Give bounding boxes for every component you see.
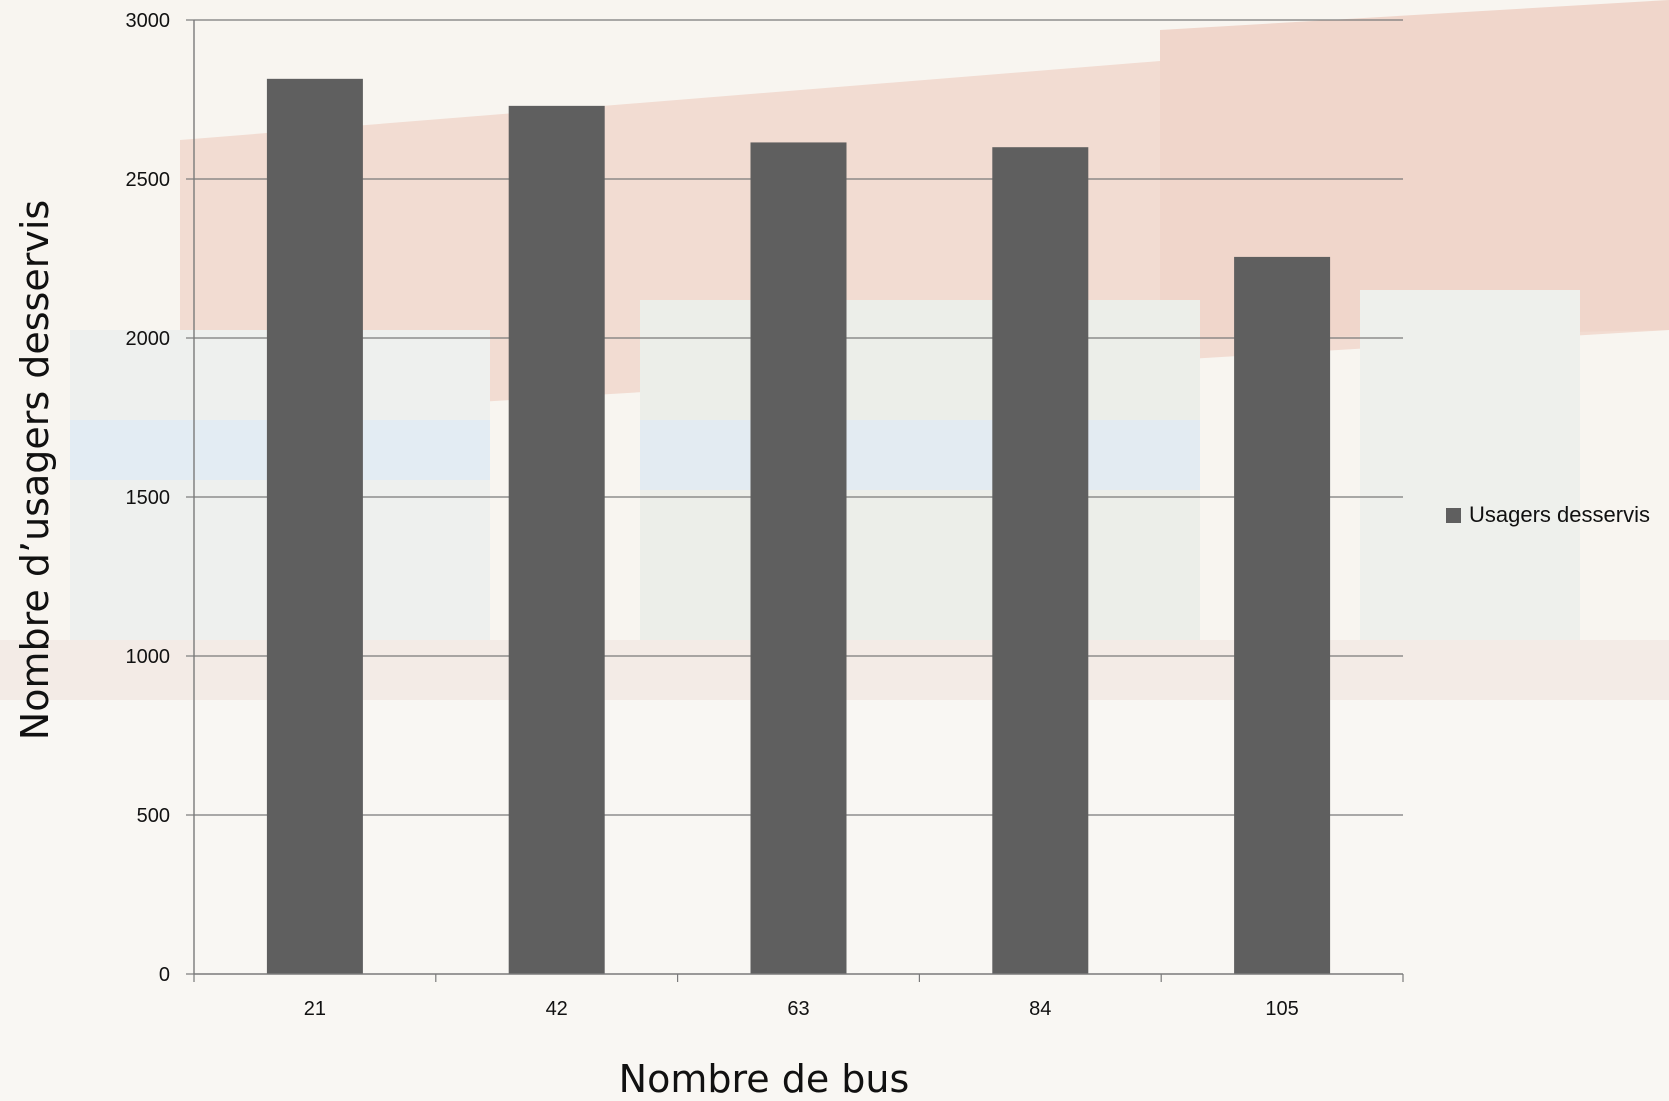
bar (1234, 256, 1331, 974)
x-tick-label: 84 (1029, 998, 1051, 1020)
y-tick-label: 0 (159, 964, 170, 986)
axes (186, 19, 1404, 982)
bars (266, 78, 1331, 975)
legend-label: Usagers desservis (1469, 502, 1650, 527)
y-tick-label: 1500 (126, 487, 171, 509)
x-tick-label: 63 (787, 998, 809, 1020)
bar (992, 147, 1089, 974)
bar (750, 142, 847, 974)
x-tick-label: 42 (546, 998, 568, 1020)
x-axis-title: Nombre de bus (619, 1057, 910, 1101)
y-tick-label: 500 (137, 805, 170, 827)
y-tick-label: 2000 (126, 328, 171, 350)
legend: Usagers desservis (1446, 502, 1650, 527)
y-tick-label: 3000 (126, 10, 171, 32)
tick-labels: 0 500 1000 1500 2000 2500 3000 21 42 63 84 105 (126, 10, 1299, 1020)
y-tick-label: 1000 (126, 646, 171, 668)
x-tick-label: 21 (304, 998, 326, 1020)
y-axis-title: Nombre d’usagers desservis (13, 200, 57, 740)
bar (508, 105, 605, 975)
legend-swatch (1446, 508, 1461, 523)
x-tick-label: 105 (1265, 998, 1298, 1020)
y-tick-label: 2500 (126, 169, 171, 191)
bar (266, 78, 363, 974)
